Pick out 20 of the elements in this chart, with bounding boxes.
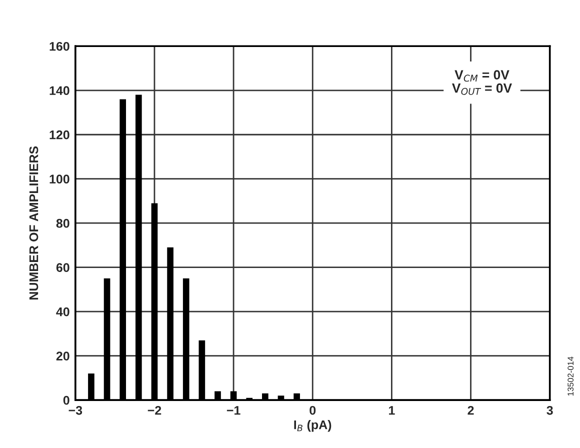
y-tick-label: 120 [50, 130, 70, 140]
x-tick-label: 0 [310, 406, 316, 415]
x-tick-label: −3 [68, 406, 82, 415]
y-axis-title: NUMBER OF AMPLIFIERS [29, 146, 38, 300]
y-tick-label: 140 [50, 86, 70, 96]
x-tick-label: −1 [226, 406, 240, 415]
x-tick-label: −2 [148, 406, 162, 415]
y-tick-label: 20 [56, 352, 70, 360]
y-tick-label: 0 [63, 396, 70, 405]
text: 13502-014 [568, 356, 574, 396]
y-tick-label: 100 [50, 174, 70, 184]
x-tick-label: 3 [546, 406, 553, 415]
text: V$_{CM}$ = 0V V$_{OUT}$ = 0V [452, 70, 512, 95]
x-tick-label: 1 [389, 406, 395, 415]
y-tick-label: 60 [56, 263, 70, 272]
y-tick-label: 40 [56, 307, 70, 316]
x-tick-label: 2 [468, 406, 474, 415]
y-tick-label: 80 [56, 218, 70, 228]
y-tick-label: 160 [50, 42, 70, 51]
x-axis-title: I$_{B}$ (pA) [294, 420, 332, 432]
